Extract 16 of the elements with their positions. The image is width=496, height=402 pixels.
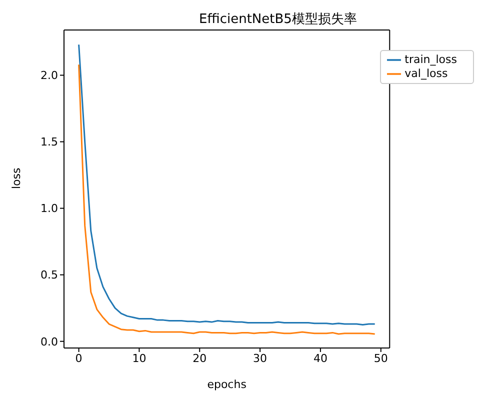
y-tick-label: 0.0 [40,335,58,348]
x-tick-label: 50 [374,352,388,365]
y-tick-label: 1.0 [40,202,58,216]
x-tick-label: 0 [75,352,82,365]
legend-label: train_loss [404,53,457,66]
y-tick-label: 1.5 [40,136,58,149]
y-axis-title: loss [10,167,23,189]
y-tick-label: 2.0 [40,69,58,82]
x-tick-label: 10 [132,352,146,365]
x-axis-title: epochs [207,378,247,391]
y-tick-label: 0.5 [40,268,58,282]
legend-label: val_loss [404,67,448,80]
x-tick-label: 40 [313,352,328,365]
x-tick-label: 30 [253,352,268,365]
x-tick-label: 20 [192,352,207,365]
chart-title: EfficientNetB5模型损失率 [198,11,358,28]
